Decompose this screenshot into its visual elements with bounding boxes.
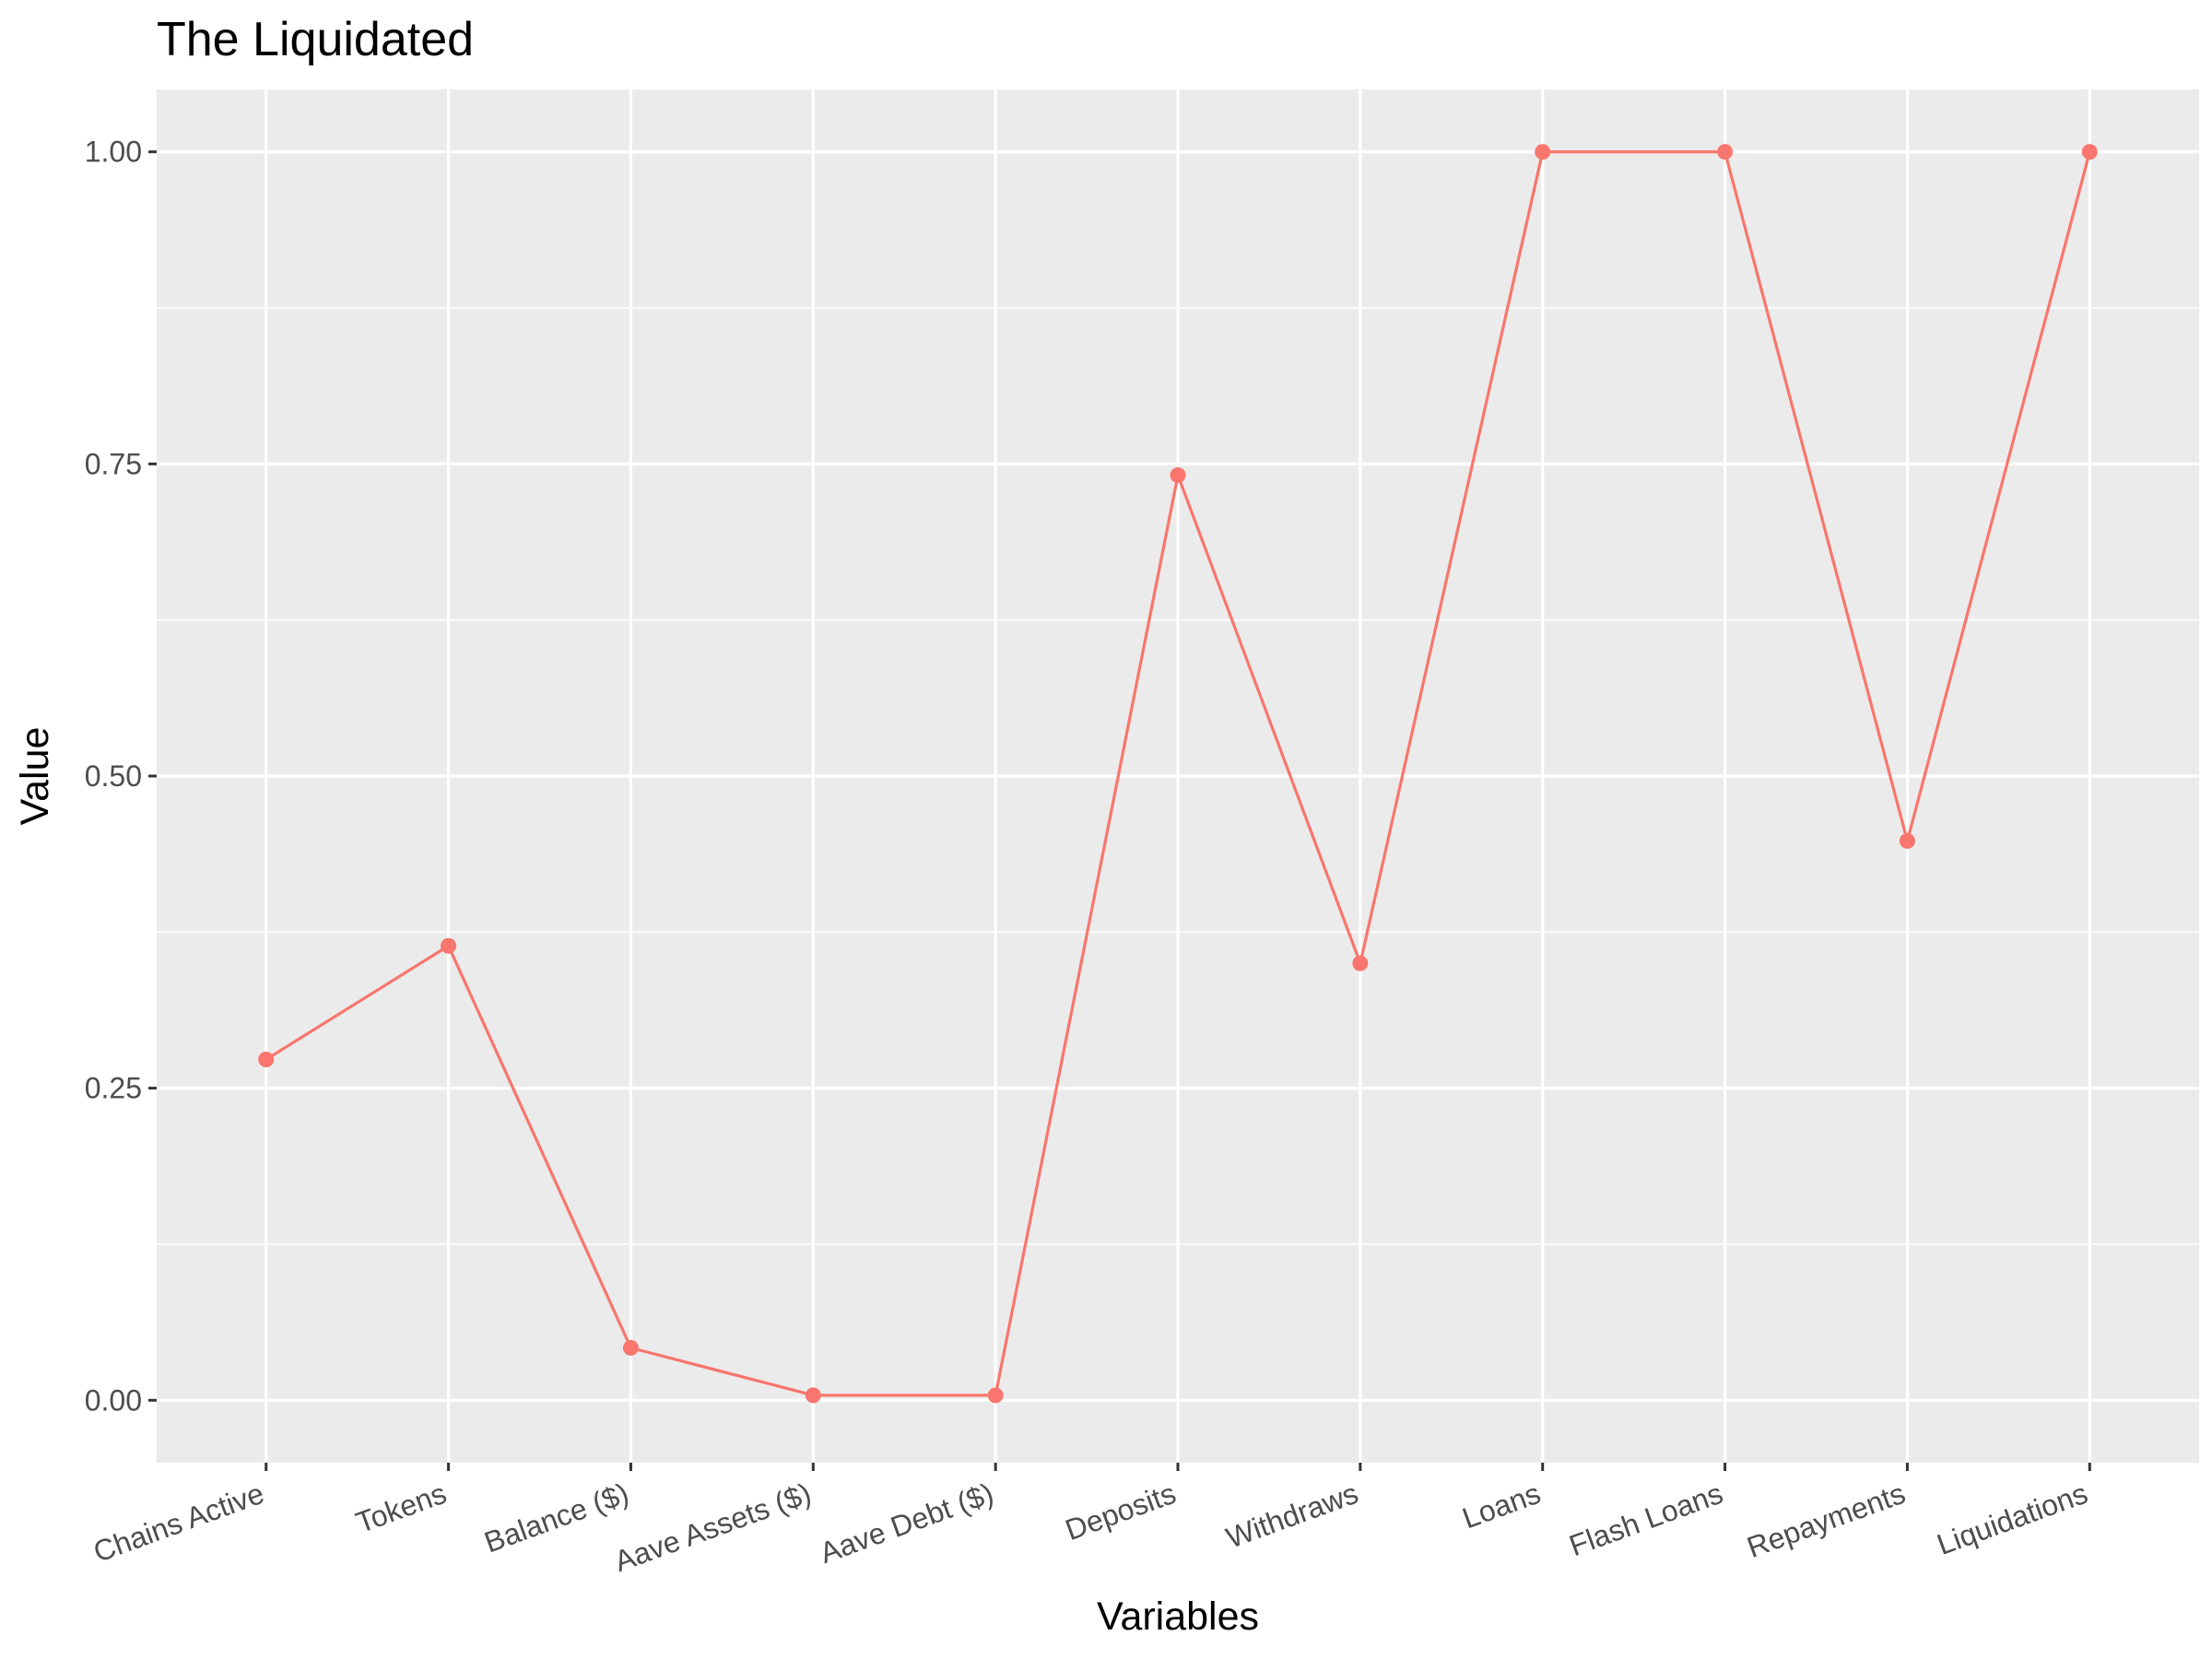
data-point xyxy=(258,1051,275,1067)
gridlines xyxy=(157,89,2199,1463)
chart-title: The Liquidated xyxy=(157,13,474,66)
data-point xyxy=(1352,955,1369,971)
data-point xyxy=(441,937,457,954)
data-point xyxy=(1899,832,1915,849)
data-point xyxy=(622,1339,639,1356)
data-point xyxy=(805,1387,821,1404)
data-point xyxy=(2081,144,2098,160)
y-tick-label: 0.00 xyxy=(85,1383,142,1417)
y-tick-label: 0.75 xyxy=(85,447,142,480)
y-tick-label: 0.50 xyxy=(85,759,142,793)
data-point xyxy=(1170,467,1186,484)
data-point xyxy=(987,1387,1004,1404)
y-tick-label: 0.25 xyxy=(85,1072,142,1105)
y-axis-title: Value xyxy=(13,727,57,826)
x-axis-title: Variables xyxy=(1097,1594,1259,1639)
data-point xyxy=(1717,144,1734,160)
data-point xyxy=(1535,144,1551,160)
series-layer xyxy=(258,144,2098,1404)
y-tick-label: 1.00 xyxy=(85,135,142,169)
